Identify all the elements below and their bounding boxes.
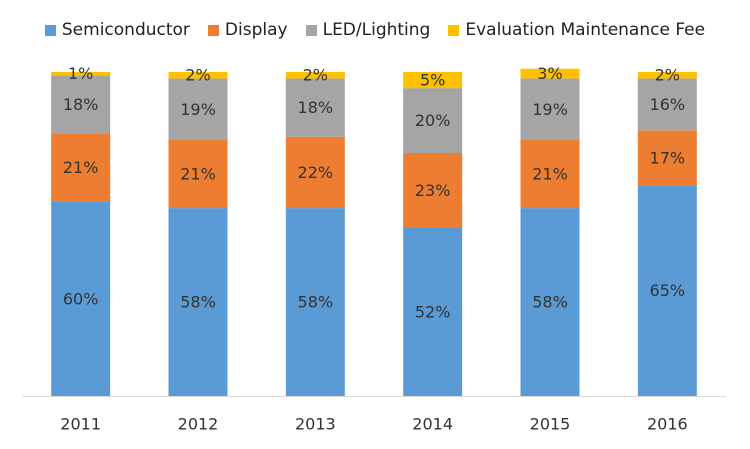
bar-2015-series-3 [520, 68, 580, 79]
data-label-2014-series-0: 52% [415, 302, 451, 321]
x-tick-label-2016: 2016 [647, 415, 688, 434]
data-label-2016-series-3: 2% [655, 66, 680, 85]
x-tick-label-2012: 2012 [178, 415, 219, 434]
legend-label-led-lighting: LED/Lighting [322, 20, 431, 40]
bar-2013-series-0 [285, 208, 345, 396]
data-label-2011-series-0: 60% [63, 289, 99, 308]
data-label-2011-series-3: 1% [68, 64, 93, 83]
bar-2013-series-3 [285, 72, 345, 79]
bar-2011-series-3 [51, 72, 111, 76]
bar-2016-series-3 [637, 72, 697, 79]
x-tick-label-2015: 2015 [530, 415, 571, 434]
legend-item-semiconductor: Semiconductor [44, 20, 190, 40]
bar-2014-series-0 [403, 227, 463, 396]
data-label-2015-series-2: 19% [532, 100, 568, 119]
bar-2013-series-1 [285, 136, 345, 209]
legend-item-evaluation-fee: Evaluation Maintenance Fee [448, 20, 705, 40]
data-label-2013-series-0: 58% [298, 293, 334, 312]
x-axis-tick-labels: 2011 2012 2013 2014 2015 2016 [60, 415, 687, 434]
bar-2012-series-2 [168, 78, 228, 141]
data-label-2015-series-1: 21% [532, 165, 568, 184]
bar-2013-series-2 [285, 78, 345, 137]
bar-2012-series-3 [168, 72, 228, 79]
data-label-2016-series-0: 65% [650, 281, 686, 300]
bar-2015-series-1 [520, 140, 580, 209]
bar-2016-series-0 [637, 185, 697, 396]
bar-2011-series-0 [51, 201, 111, 396]
legend-item-display: Display [207, 20, 288, 40]
data-label-2012-series-2: 19% [180, 100, 216, 119]
data-label-2012-series-1: 21% [180, 165, 216, 184]
data-label-2016-series-1: 17% [650, 148, 686, 167]
bars-layer [51, 68, 697, 396]
bar-2015-series-0 [520, 208, 580, 396]
data-label-2014-series-3: 5% [420, 71, 445, 90]
data-label-2012-series-0: 58% [180, 293, 216, 312]
bar-2014-series-3 [403, 72, 463, 89]
data-label-2012-series-3: 2% [185, 66, 210, 85]
data-label-2011-series-1: 21% [63, 158, 99, 177]
legend-swatch-led-lighting [305, 24, 317, 36]
x-tick-label-2014: 2014 [412, 415, 453, 434]
legend-swatch-semiconductor [44, 24, 56, 36]
legend-label-semiconductor: Semiconductor [61, 20, 190, 40]
data-label-2015-series-3: 3% [537, 64, 562, 83]
legend-label-evaluation-fee: Evaluation Maintenance Fee [465, 20, 706, 40]
bar-2014-series-2 [403, 88, 463, 153]
data-label-2014-series-2: 20% [415, 111, 451, 130]
x-tick-label-2011: 2011 [60, 415, 101, 434]
bar-2011-series-1 [51, 133, 111, 202]
x-tick-label-2013: 2013 [295, 415, 336, 434]
data-label-2016-series-2: 16% [650, 95, 686, 114]
legend-swatch-evaluation-fee [448, 24, 460, 36]
data-label-2013-series-2: 18% [298, 98, 334, 117]
legend-item-led-lighting: LED/Lighting [305, 20, 431, 40]
chart-legend: Semiconductor Display LED/Lighting Evalu… [0, 18, 750, 42]
data-label-2013-series-1: 22% [298, 163, 334, 182]
bar-2011-series-2 [51, 75, 111, 134]
bar-2012-series-1 [168, 140, 228, 209]
bar-2012-series-0 [168, 208, 228, 396]
data-labels-layer: 60% 21% 18% 1% 58% 21% 19% 2% 58% 22% 18% 2% 52% 23% 2… [63, 64, 685, 321]
bar-2016-series-2 [637, 78, 697, 131]
legend-label-display: Display [224, 20, 288, 40]
data-label-2015-series-0: 58% [532, 293, 568, 312]
bar-2014-series-1 [403, 153, 463, 228]
bar-2016-series-1 [637, 130, 697, 186]
data-label-2013-series-3: 2% [303, 66, 328, 85]
bar-2015-series-2 [520, 78, 580, 141]
legend-swatch-display [207, 24, 219, 36]
data-label-2011-series-2: 18% [63, 95, 99, 114]
data-label-2014-series-1: 23% [415, 181, 451, 200]
